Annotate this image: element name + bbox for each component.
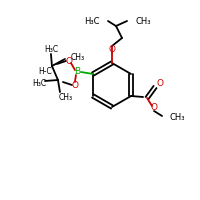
Text: CH₃: CH₃ [59,92,73,102]
Text: H₃C: H₃C [44,46,58,54]
Text: CH₃: CH₃ [71,53,85,62]
Text: O: O [157,79,164,88]
Text: O: O [108,46,116,54]
Text: O: O [71,80,78,90]
Text: H₃C: H₃C [32,79,46,88]
Text: H₃C: H₃C [84,17,100,25]
Text: O: O [65,56,72,66]
Text: CH₃: CH₃ [169,114,185,122]
Text: O: O [151,104,158,112]
Text: CH₃: CH₃ [135,17,151,25]
Text: B: B [74,68,80,76]
Text: H-C: H-C [38,66,52,75]
